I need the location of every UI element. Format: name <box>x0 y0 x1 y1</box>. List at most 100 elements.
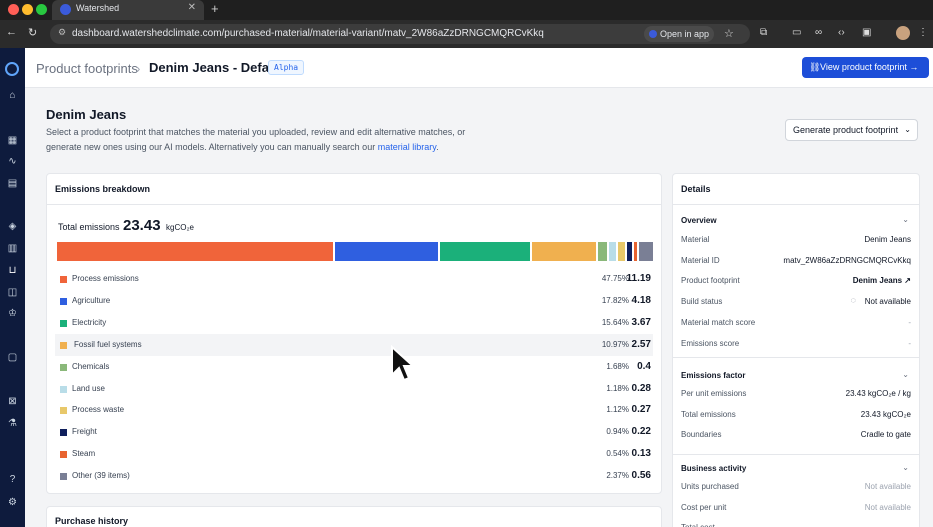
close-window-button[interactable] <box>8 4 19 15</box>
bar-segment-electricity[interactable] <box>439 242 531 261</box>
legend-swatch <box>60 451 67 459</box>
code-icon[interactable]: ‹› <box>838 27 845 38</box>
bar-chart-icon[interactable]: ▥ <box>7 243 18 254</box>
breakdown-row[interactable]: Land use 1.18% 0.28 <box>55 378 653 400</box>
basket-icon[interactable]: ⊔ <box>8 265 17 276</box>
bar-segment-land-use[interactable] <box>609 242 617 261</box>
overview-heading[interactable]: Overview <box>681 216 717 225</box>
open-in-app-button[interactable]: Open in app <box>644 26 714 42</box>
maximize-window-button[interactable] <box>36 4 47 15</box>
emissions-factor-heading[interactable]: Emissions factor <box>681 371 746 380</box>
detail-label: Total emissions <box>681 409 736 419</box>
sidepanel-icon[interactable]: ▣ <box>862 27 872 38</box>
bar-segment-agriculture[interactable] <box>334 242 438 261</box>
browser-toolbar: ← ↻ ⚙ dashboard.watershedclimate.com/pur… <box>0 20 933 48</box>
material-library-link[interactable]: material library <box>377 142 437 152</box>
watershed-logo-icon[interactable] <box>5 62 19 76</box>
detail-value: 23.43 kgCO₂e <box>860 409 911 419</box>
breakdown-row[interactable]: Process emissions 47.75% 11.19 <box>55 268 653 290</box>
row-label: Process waste <box>72 405 125 415</box>
detail-value: Not available <box>864 297 911 307</box>
breadcrumb-parent[interactable]: Product footprints <box>36 61 138 76</box>
new-tab-icon[interactable]: + <box>211 1 219 16</box>
bar-segment-process-waste[interactable] <box>618 242 625 261</box>
page-description: Select a product footprint that matches … <box>46 125 466 155</box>
address-bar[interactable]: ⚙ dashboard.watershedclimate.com/purchas… <box>50 24 750 44</box>
file-icon[interactable]: ▢ <box>7 352 18 363</box>
layers-icon[interactable]: ◈ <box>8 221 17 232</box>
tab-title: Watershed <box>76 3 120 13</box>
page-scrollbar[interactable] <box>927 88 933 527</box>
business-activity-heading[interactable]: Business activity <box>681 464 747 473</box>
building-icon[interactable]: ▦ <box>7 135 18 146</box>
site-info-icon[interactable]: ⚙ <box>58 27 67 37</box>
activity-icon[interactable]: ∿ <box>8 156 17 167</box>
bar-segment-other-39-items[interactable] <box>639 242 653 261</box>
detail-value[interactable]: Denim Jeans ↗ <box>852 276 911 286</box>
document-icon[interactable]: ▤ <box>7 178 18 189</box>
browser-tab[interactable]: Watershed ✕ <box>52 0 204 20</box>
breakdown-row[interactable]: Steam 0.54% 0.13 <box>55 443 653 465</box>
bar-segment-chemicals[interactable] <box>597 242 608 261</box>
back-icon[interactable]: ← <box>6 26 17 38</box>
chevron-down-icon[interactable]: ⌄ <box>902 215 909 224</box>
bar-segment-freight[interactable] <box>626 242 633 261</box>
page-title: Denim Jeans <box>46 107 127 122</box>
settings-icon[interactable]: ⚙ <box>8 497 17 508</box>
help-icon[interactable]: ? <box>9 474 16 485</box>
row-percent: 1.12% <box>606 405 629 415</box>
bar-segment-process-emissions[interactable] <box>57 242 333 261</box>
card-title: Emissions breakdown <box>47 174 661 205</box>
app-sidebar: ⌂ ▦ ∿ ▤ ◈ ▥ ⊔ ◫ ♔ ▢ ⊠ ⚗ ? ⚙ <box>0 48 25 527</box>
bar-segment-fossil-fuel-systems[interactable] <box>532 242 596 261</box>
breakdown-row[interactable]: Process waste 1.12% 0.27 <box>55 399 653 421</box>
total-emissions-unit: kgCO₂e <box>166 223 195 232</box>
row-label: Steam <box>72 449 96 459</box>
breakdown-row[interactable]: Chemicals 1.68% 0.4 <box>55 356 653 378</box>
row-value: 0.22 <box>631 426 651 438</box>
row-percent: 15.64% <box>601 317 629 327</box>
chart-icon[interactable]: ◫ <box>7 287 18 298</box>
detail-label: Emissions score <box>681 338 740 348</box>
minimize-window-button[interactable] <box>22 4 33 15</box>
view-product-footprint-button[interactable]: ⛓ View product footprint → <box>802 57 929 78</box>
profile-avatar[interactable] <box>896 26 910 40</box>
link-icon: ⛓ <box>809 62 821 72</box>
close-tab-icon[interactable]: ✕ <box>187 2 196 13</box>
export-icon[interactable]: ⊠ <box>8 396 17 407</box>
breakdown-row[interactable]: Other (39 items) 2.37% 0.56 <box>55 465 653 487</box>
link-icon[interactable]: ∞ <box>815 27 823 38</box>
menu-kebab-icon[interactable]: ⋮ <box>918 27 928 38</box>
breakdown-row[interactable]: Agriculture 17.82% 4.18 <box>55 290 653 312</box>
reader-icon[interactable]: ▭ <box>792 27 802 38</box>
row-percent: 1.68% <box>606 361 629 371</box>
detail-label: Per unit emissions <box>681 389 747 398</box>
generate-product-footprint-button[interactable]: Generate product footprint ⌄ <box>785 119 918 141</box>
breakdown-row[interactable]: Freight 0.94% 0.22 <box>55 421 653 443</box>
breakdown-row[interactable]: Electricity 15.64% 3.67 <box>55 312 653 334</box>
total-emissions-value: 23.43 <box>123 217 161 234</box>
bar-segment-steam[interactable] <box>634 242 638 261</box>
row-label: Agriculture <box>72 295 111 305</box>
chevron-down-icon[interactable]: ⌄ <box>902 370 909 379</box>
row-percent: 0.54% <box>606 449 629 459</box>
reload-icon[interactable]: ↻ <box>28 27 38 39</box>
detail-label: Boundaries <box>681 430 722 440</box>
breakdown-row[interactable]: Fossil fuel systems 10.97% 2.57 <box>55 333 653 356</box>
emissions-breakdown-card: Emissions breakdown Total emissions 23.4… <box>46 173 662 494</box>
bookmark-star-icon[interactable]: ☆ <box>724 28 734 40</box>
legend-swatch <box>60 341 67 349</box>
browser-titlebar: Watershed ✕ + <box>0 0 933 20</box>
home-icon[interactable]: ⌂ <box>9 90 16 101</box>
row-value: 4.18 <box>631 294 651 306</box>
app-icon <box>649 30 657 38</box>
page-header: Product footprints › Denim Jeans - Defau… <box>25 48 933 88</box>
flask-icon[interactable]: ⚗ <box>8 418 17 429</box>
detail-label: Material ID <box>681 255 720 265</box>
extensions-icon[interactable]: ⧉ <box>760 27 768 38</box>
chevron-down-icon[interactable]: ⌄ <box>902 463 909 472</box>
legend-swatch <box>60 363 67 371</box>
row-value: 11.19 <box>626 273 651 284</box>
row-percent: 17.82% <box>601 295 629 305</box>
trophy-icon[interactable]: ♔ <box>8 308 17 319</box>
